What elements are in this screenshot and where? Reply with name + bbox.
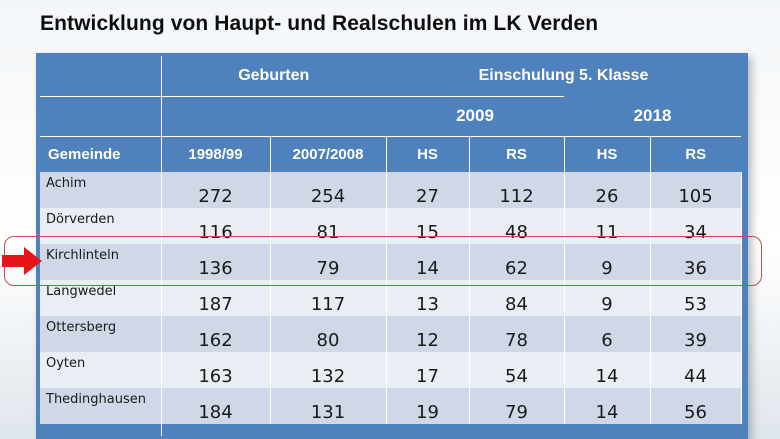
- cell-hs-2018: 14: [564, 352, 651, 388]
- header-einschulung: Einschulung 5. Klasse: [386, 56, 742, 96]
- cell-rs-2018: 36: [650, 244, 742, 280]
- header-geburten: Geburten: [161, 56, 386, 96]
- cell-births-1998: 163: [161, 352, 271, 388]
- table-row: Langwedel 187 117 13 84 9 53: [40, 280, 742, 316]
- cell-hs-2009: 15: [386, 208, 470, 244]
- cell-births-1998: 187: [161, 280, 271, 316]
- cell-births-1998: 116: [161, 208, 271, 244]
- cell-births-2007: 81: [270, 208, 387, 244]
- cell-births-2007: 131: [270, 388, 387, 424]
- cell-hs-2009: 13: [386, 280, 470, 316]
- table-row: Achim 272 254 27 112 26 105: [40, 172, 742, 208]
- cell-rs-2018: 44: [650, 352, 742, 388]
- cell-births-2007: 254: [270, 172, 387, 208]
- row-gemeinde: Ottersberg: [40, 316, 162, 352]
- row-gemeinde: Oyten: [40, 352, 162, 388]
- highlight-frame: [4, 236, 762, 286]
- cell-hs-2009: 12: [386, 316, 470, 352]
- cell-hs-2009: 19: [386, 388, 470, 424]
- cell-rs-2018: 39: [650, 316, 742, 352]
- header-rs-2009: RS: [469, 135, 565, 172]
- cell-hs-2009: 27: [386, 172, 470, 208]
- table-row: Ottersberg 162 80 12 78 6 39: [40, 316, 742, 352]
- cell-rs-2009: 48: [469, 208, 565, 244]
- cell-births-2007: 79: [270, 244, 387, 280]
- cell-hs-2018: 9: [564, 244, 651, 280]
- table-row: Kirchlinteln 136 79 14 62 9 36: [40, 244, 742, 280]
- cell-hs-2009: 17: [386, 352, 470, 388]
- header-row-columns: Gemeinde 1998/99 2007/2008 HS RS HS RS: [40, 135, 742, 172]
- cell-births-2007: 132: [270, 352, 387, 388]
- table-row: Dörverden 116 81 15 48 11 34: [40, 208, 742, 244]
- header-hs-2009: HS: [386, 135, 470, 172]
- cell-births-1998: 184: [161, 388, 271, 424]
- cell-rs-2009: 78: [469, 316, 565, 352]
- header-rs-2018: RS: [650, 135, 742, 172]
- cell-hs-2009: 14: [386, 244, 470, 280]
- cell-rs-2018: 56: [650, 388, 742, 424]
- slide-title: Entwicklung von Haupt- und Realschulen i…: [40, 12, 599, 35]
- red-arrow-icon: [2, 247, 42, 275]
- cell-rs-2018: 34: [650, 208, 742, 244]
- header-year-2009: 2009: [386, 95, 564, 136]
- header-corner-2: [40, 95, 162, 136]
- cell-births-2007: 117: [270, 280, 387, 316]
- row-gemeinde: Thedinghausen: [40, 388, 162, 424]
- cell-hs-2018: 9: [564, 280, 651, 316]
- row-gemeinde: Achim: [40, 172, 162, 208]
- header-hs-2018: HS: [563, 135, 651, 172]
- header-year-2018: 2018: [564, 96, 742, 136]
- header-col-2007: 2007/2008: [270, 135, 387, 172]
- cell-rs-2018: 105: [650, 172, 742, 208]
- cell-rs-2009: 79: [469, 388, 565, 424]
- cell-births-2007: 80: [270, 316, 387, 352]
- cell-rs-2009: 112: [469, 172, 565, 208]
- cell-births-1998: 136: [161, 244, 271, 280]
- cell-births-1998: 162: [161, 316, 271, 352]
- header-empty: [161, 95, 386, 136]
- header-col-1998: 1998/99: [160, 135, 271, 172]
- cell-births-1998: 272: [161, 172, 271, 208]
- cell-rs-2009: 54: [469, 352, 565, 388]
- row-gemeinde: Dörverden: [40, 208, 162, 244]
- cell-rs-2009: 62: [469, 244, 565, 280]
- cell-rs-2009: 84: [469, 280, 565, 316]
- schools-table: Geburten Einschulung 5. Klasse 2009 2018…: [40, 56, 742, 436]
- row-gemeinde: Kirchlinteln: [40, 244, 162, 280]
- row-gemeinde: Langwedel: [40, 280, 162, 316]
- header-gemeinde: Gemeinde: [40, 135, 162, 172]
- table-row: Oyten 163 132 17 54 14 44: [40, 352, 742, 388]
- cell-hs-2018: 11: [564, 208, 651, 244]
- table-row: Thedinghausen 184 131 19 79 14 56: [40, 388, 742, 424]
- cell-hs-2018: 6: [564, 316, 651, 352]
- cell-hs-2018: 26: [564, 172, 651, 208]
- table-footer: [40, 424, 742, 436]
- header-corner: [40, 56, 162, 96]
- cell-rs-2018: 53: [650, 280, 742, 316]
- header-row-groups: Geburten Einschulung 5. Klasse: [40, 56, 742, 96]
- cell-hs-2018: 14: [564, 388, 651, 424]
- header-row-years: 2009 2018: [40, 95, 742, 136]
